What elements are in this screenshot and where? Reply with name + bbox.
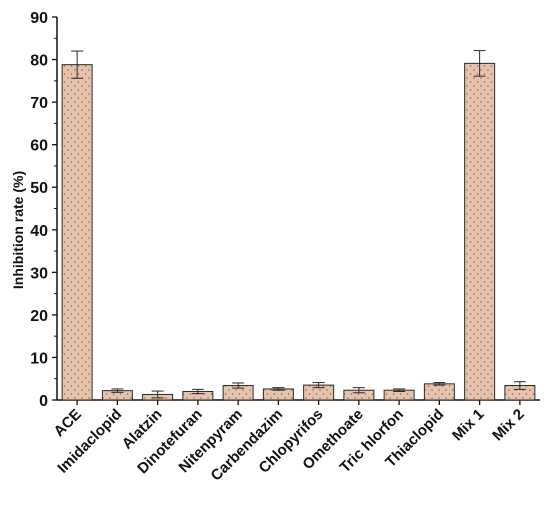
x-tick-label: ACE	[51, 406, 85, 440]
bars	[61, 62, 536, 401]
y-axis: 0 10 20 30 40 50 60 70 80 90	[30, 10, 58, 410]
y-tick-label: 30	[30, 265, 48, 282]
bar	[423, 383, 455, 401]
y-tick-label: 40	[30, 223, 48, 240]
bar	[464, 62, 496, 401]
y-tick-label: 20	[30, 308, 48, 325]
y-tick-label: 10	[30, 350, 48, 367]
y-tick-label: 60	[30, 138, 48, 155]
bar	[61, 64, 93, 401]
y-tick-label: 90	[30, 10, 48, 27]
error-bars	[71, 50, 526, 399]
x-tick-labels: ACEImidaclopidAlatzinDinotefuranNitenpyr…	[51, 406, 528, 485]
y-tick-label: 50	[30, 180, 48, 197]
x-tick-label: Mix 2	[489, 406, 528, 445]
y-axis-label: Inhibition rate (%)	[10, 171, 26, 289]
y-tick-label: 0	[39, 393, 48, 410]
y-tick-label: 70	[30, 95, 48, 112]
x-tick-label: Mix 1	[449, 406, 488, 445]
y-tick-label: 80	[30, 53, 48, 70]
x-axis	[57, 399, 540, 405]
